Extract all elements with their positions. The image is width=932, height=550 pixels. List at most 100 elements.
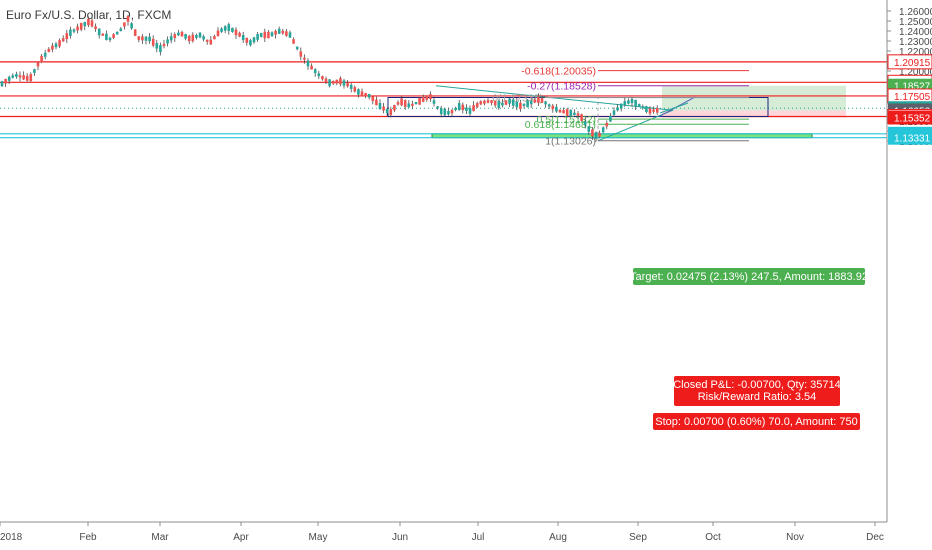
candle-body bbox=[421, 96, 425, 102]
fib-level-label: 0.618(1.14681) bbox=[525, 119, 596, 131]
candle-body bbox=[519, 102, 522, 110]
candle-body bbox=[475, 103, 479, 108]
candle-body bbox=[317, 73, 321, 77]
time-tick-label: Apr bbox=[233, 532, 249, 543]
candle-body bbox=[306, 60, 310, 67]
candle-body bbox=[83, 22, 87, 27]
candle-body bbox=[483, 100, 486, 104]
candle-body bbox=[454, 108, 457, 111]
candle-body bbox=[18, 75, 22, 78]
price-tick-label: 1.22000 bbox=[899, 47, 932, 58]
price-badge: 1.20915 bbox=[887, 54, 932, 70]
time-tick-label: Aug bbox=[549, 532, 567, 543]
closed-pnl-label-text: Closed P&L: -0.00700, Qty: 35714 bbox=[673, 379, 841, 391]
time-tick-label: Nov bbox=[786, 532, 804, 543]
candle-body bbox=[468, 108, 472, 114]
candle-body bbox=[339, 78, 342, 85]
time-tick-label: Feb bbox=[79, 532, 97, 543]
candle-body bbox=[400, 98, 403, 106]
candle-body bbox=[594, 132, 598, 139]
candle-body bbox=[367, 93, 371, 98]
candle-body bbox=[245, 37, 249, 43]
candle-body bbox=[252, 37, 256, 43]
candle-body bbox=[364, 92, 367, 97]
candle-body bbox=[72, 29, 76, 32]
projection-arrow bbox=[659, 102, 689, 114]
time-tick-label: Sep bbox=[629, 532, 647, 543]
candle-body bbox=[465, 107, 468, 111]
candle-body bbox=[234, 29, 238, 36]
candle-body bbox=[119, 28, 123, 32]
candle-body bbox=[371, 96, 375, 102]
candle-body bbox=[87, 18, 90, 26]
candle-body bbox=[457, 103, 461, 111]
candle-body bbox=[40, 55, 43, 63]
candle-body bbox=[565, 109, 569, 116]
candle-body bbox=[540, 98, 544, 103]
candle-body bbox=[580, 114, 583, 121]
candle-body bbox=[187, 35, 191, 42]
candle-body bbox=[43, 52, 47, 57]
candle-body bbox=[94, 26, 97, 30]
candle-body bbox=[7, 76, 11, 81]
target-label: Target: 0.02475 (2.13%) 247.5, Amount: 1… bbox=[630, 268, 868, 285]
candle-body bbox=[439, 108, 443, 115]
candle-body bbox=[292, 39, 295, 44]
candle-body bbox=[443, 108, 447, 116]
price-tick-label: 1.25000 bbox=[899, 17, 932, 28]
candle-body bbox=[605, 122, 609, 127]
candle-body bbox=[655, 107, 659, 113]
candle-body bbox=[195, 34, 198, 38]
candle-body bbox=[162, 43, 166, 47]
candle-body bbox=[526, 100, 529, 108]
price-badge-bg bbox=[888, 110, 932, 125]
candle-body bbox=[310, 65, 313, 70]
plot-area: -0.618(1.20035)-0.27(1.18528)0(1.17338)0… bbox=[0, 14, 887, 430]
chart-title: Euro Fx/U.S. Dollar, 1D, FXCM bbox=[6, 8, 172, 22]
price-badge-bg bbox=[887, 54, 932, 70]
candle-body bbox=[141, 36, 144, 41]
candle-body bbox=[360, 91, 364, 96]
price-badge-text: 1.18527 bbox=[894, 82, 931, 93]
candle-body bbox=[166, 39, 169, 44]
candle-body bbox=[324, 78, 328, 82]
candle-body bbox=[385, 109, 389, 114]
candle-body bbox=[144, 36, 148, 41]
price-badge-text: 1.13331 bbox=[894, 134, 931, 145]
time-tick-label: Jun bbox=[392, 532, 408, 543]
stop-label-bg bbox=[653, 413, 860, 430]
candle-body bbox=[209, 39, 213, 45]
candle-body bbox=[558, 109, 562, 113]
candle-body bbox=[544, 101, 547, 105]
candle-body bbox=[493, 100, 497, 106]
time-tick-label: Jul bbox=[472, 532, 485, 543]
candle-body bbox=[328, 79, 331, 87]
target-label-bg bbox=[633, 268, 865, 285]
candle-body bbox=[389, 109, 393, 116]
candle-body bbox=[403, 100, 407, 107]
price-tick-label: 1.24000 bbox=[899, 27, 932, 38]
stop-label: Stop: 0.00700 (0.60%) 70.0, Amount: 750 bbox=[653, 413, 860, 430]
candle-body bbox=[76, 26, 79, 31]
candle-body bbox=[429, 94, 432, 100]
candle-body bbox=[177, 32, 180, 36]
candle-body bbox=[130, 23, 133, 29]
candle-body bbox=[652, 109, 655, 112]
candle-body bbox=[256, 34, 259, 40]
target-label-text: Target: 0.02475 (2.13%) 247.5, Amount: 1… bbox=[630, 271, 868, 283]
candle-body bbox=[274, 30, 277, 35]
candle-body bbox=[295, 46, 299, 50]
candle-body bbox=[216, 30, 220, 37]
price-tick-label: 1.26000 bbox=[899, 7, 932, 18]
candle-body bbox=[612, 110, 616, 115]
candle-body bbox=[349, 84, 353, 89]
candle-body bbox=[537, 96, 540, 103]
price-tick-label: 1.23000 bbox=[899, 37, 932, 48]
candle-body bbox=[51, 45, 54, 50]
candle-body bbox=[591, 129, 594, 137]
candle-body bbox=[630, 98, 634, 104]
candle-body bbox=[382, 106, 385, 111]
candle-body bbox=[259, 33, 263, 37]
closed-pnl-label: Closed P&L: -0.00700, Qty: 35714Risk/Rew… bbox=[673, 376, 841, 406]
